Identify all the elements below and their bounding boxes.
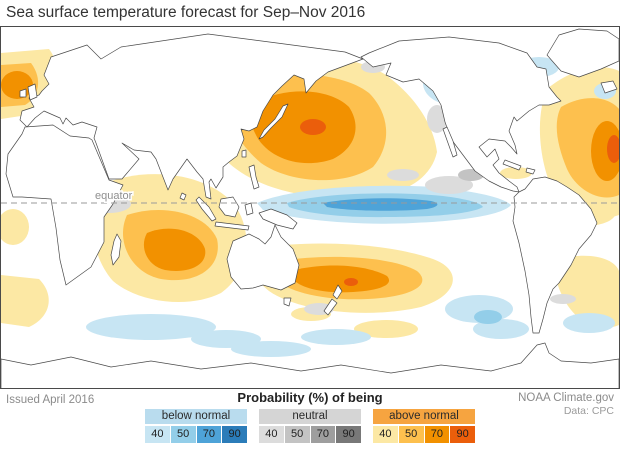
land-sri-lanka: [179, 192, 187, 201]
sst-below40-south-atlantic: [563, 313, 615, 333]
legend-cell-above-50: 50: [398, 426, 425, 443]
ocean-above-normal-layer: [1, 45, 619, 338]
land-eurasia: [19, 33, 364, 200]
land-baja-california: [442, 126, 458, 158]
sst-above40-south-of-africa: [1, 275, 49, 327]
probability-legend: Probability (%) of being below normal 40…: [145, 390, 475, 443]
legend-label-above-normal: above normal: [373, 409, 475, 424]
legend-scale-below-normal: 40 50 70 90: [145, 426, 247, 443]
land-antarctica: [1, 342, 619, 388]
land-new-guinea: [258, 208, 298, 230]
credit-noaa: NOAA Climate.gov: [518, 392, 614, 404]
world-map-frame: equator: [0, 26, 620, 389]
equator-layer: equator: [1, 189, 619, 204]
world-map: equator: [1, 28, 619, 388]
sst-neutral-south-atlantic: [550, 294, 576, 304]
legend-cell-below-70: 70: [196, 426, 223, 443]
legend-cell-above-70: 70: [424, 426, 451, 443]
sst-above70-europe-seas: [1, 71, 33, 99]
land-iceland: [600, 80, 618, 94]
sst-above40-caribbean: [500, 167, 532, 179]
issued-date: Issued April 2016: [6, 394, 95, 406]
sst-above90-north-atlantic: [607, 135, 619, 163]
land-borneo: [218, 196, 240, 218]
sst-neutral-east-pacific: [425, 176, 473, 194]
land-great-britain: [27, 83, 38, 101]
sst-above90-south-pacific: [344, 278, 358, 286]
legend-cell-neutral-70: 70: [310, 426, 337, 443]
legend-cell-below-90: 90: [222, 426, 247, 443]
sst-neutral-mid-pacific: [387, 169, 419, 181]
equator-label: equator: [95, 190, 133, 202]
land-philippines: [248, 164, 260, 190]
legend-cell-neutral-50: 50: [284, 426, 311, 443]
land-japan: [258, 103, 289, 140]
sst-above90-northwest-pacific: [300, 119, 326, 135]
sst-below50-southeast-pacific-core: [474, 310, 502, 324]
land-africa: [5, 124, 124, 286]
sst-above70-indian-ocean: [143, 228, 206, 271]
legend-label-below-normal: below normal: [145, 409, 247, 424]
credit-block: NOAA Climate.gov Data: CPC: [518, 391, 614, 419]
land-new-zealand-south: [323, 298, 338, 316]
legend-cell-neutral-90: 90: [336, 426, 361, 443]
land-greenland: [546, 28, 619, 78]
legend-title: Probability (%) of being: [237, 390, 383, 405]
sst-below40-southern-indian: [86, 314, 216, 340]
sst-below70-equatorial-pacific-center: [323, 198, 438, 211]
credit-data-source: Data: CPC: [563, 405, 614, 418]
land-south-america: [512, 176, 598, 334]
legend-group-above-normal: above normal 40 50 70 90: [373, 409, 475, 443]
sst-neutral-us-west-coast: [427, 105, 447, 133]
sst-above40-southern-scatter: [354, 320, 418, 338]
land-australia: [226, 224, 300, 291]
land-tasmania: [283, 297, 292, 307]
sst-above40-south-atlantic: [555, 255, 619, 328]
sst-below40-southern-pacific: [301, 329, 371, 345]
land-java: [214, 221, 250, 231]
legend-groups: below normal 40 50 70 90 neutral 40 50 7…: [145, 409, 475, 443]
legend-scale-neutral: 40 50 70 90: [259, 426, 361, 443]
land-hispaniola: [525, 167, 536, 175]
sst-above70-south-pacific-band: [291, 265, 390, 293]
sst-below40-southeast-pacific-2: [473, 319, 529, 339]
sst-above40-gulf-of-guinea: [1, 209, 29, 245]
land-cuba: [502, 159, 522, 171]
land-north-america: [360, 36, 562, 193]
legend-cell-above-90: 90: [450, 426, 475, 443]
legend-label-neutral: neutral: [259, 409, 361, 424]
land-sulawesi: [244, 202, 254, 216]
legend-group-below-normal: below normal 40 50 70 90: [145, 409, 247, 443]
land-madagascar: [110, 233, 122, 266]
land-taiwan: [241, 149, 247, 158]
legend-cell-neutral-40: 40: [259, 426, 285, 443]
legend-cell-below-50: 50: [170, 426, 197, 443]
land-new-zealand-north: [332, 284, 343, 300]
legend-scale-above-normal: 40 50 70 90: [373, 426, 475, 443]
legend-cell-below-40: 40: [145, 426, 171, 443]
land-ireland: [19, 88, 27, 98]
legend-cell-above-40: 40: [373, 426, 399, 443]
sst-below40-southern-pacific-2: [231, 341, 311, 357]
page-title: Sea surface temperature forecast for Sep…: [6, 4, 366, 21]
legend-group-neutral: neutral 40 50 70 90: [259, 409, 361, 443]
land-layer: [1, 28, 619, 388]
